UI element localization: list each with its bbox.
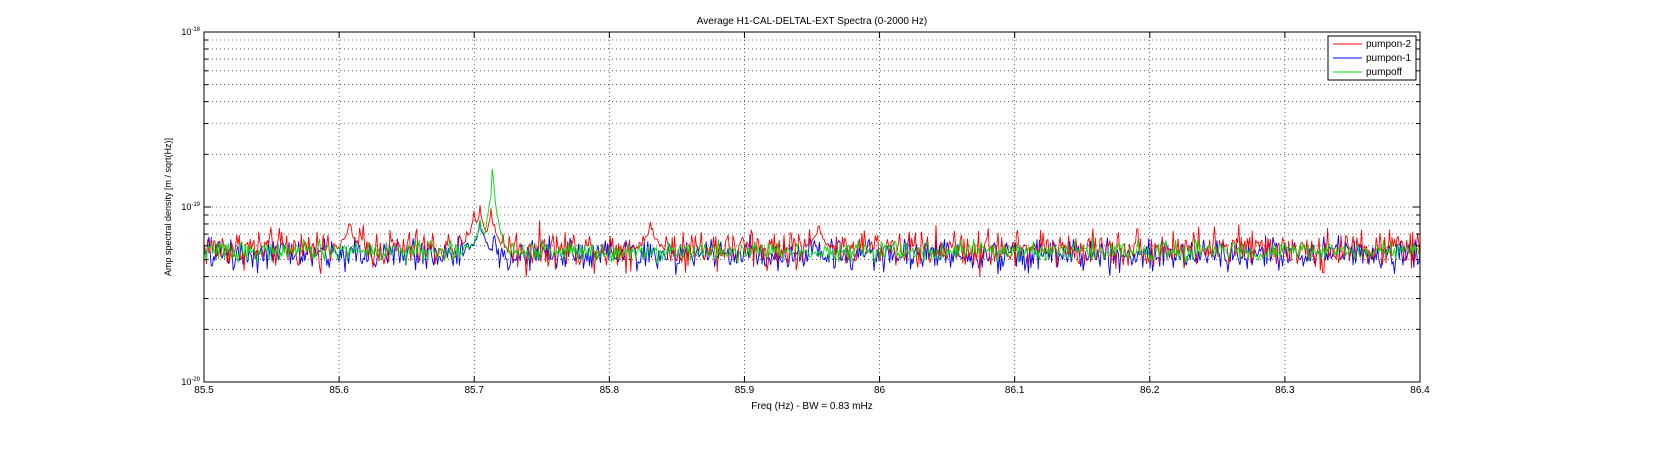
legend-label-pumpon-2: pumpon-2	[1366, 39, 1411, 50]
legend-label-pumpoff: pumpoff	[1366, 67, 1402, 78]
x-axis-ticks: 85.5 85.6 85.7 85.8 85.9 86 86.1 86.2 86.3 86.4	[194, 32, 1430, 396]
x-tick-label: 86.3	[1275, 385, 1295, 396]
x-tick-label: 85.7	[464, 385, 484, 396]
plot-lines	[203, 168, 1421, 278]
x-tick-label: 86.2	[1140, 385, 1160, 396]
x-tick-label: 86.1	[1005, 385, 1025, 396]
x-tick-label: 85.5	[194, 385, 214, 396]
x-tick-label: 86.4	[1410, 385, 1430, 396]
y-tick-label: 10-19	[181, 202, 200, 212]
x-tick-label: 85.8	[600, 385, 620, 396]
y-axis-label: Amp spectral density [m / sqrt(Hz)]	[163, 138, 173, 276]
chart-title: Average H1-CAL-DELTAL-EXT Spectra (0-200…	[697, 16, 927, 27]
legend: pumpon-2 pumpon-1 pumpoff	[1327, 35, 1417, 81]
legend-label-pumpon-1: pumpon-1	[1366, 53, 1411, 64]
y-tick-label: 10-20	[181, 377, 200, 387]
series-line-pumpon-2	[203, 205, 1421, 278]
x-tick-label: 85.6	[329, 385, 349, 396]
x-tick-label: 85.9	[735, 385, 755, 396]
x-tick-label: 86	[874, 385, 886, 396]
series-line-pumpoff	[203, 168, 1421, 264]
y-axis-ticks: 10-20 10-19 10-18	[181, 27, 1420, 387]
x-axis-label: Freq (Hz) - BW = 0.83 mHz	[751, 401, 872, 412]
y-tick-label: 10-18	[181, 27, 200, 37]
grid	[204, 32, 1420, 382]
